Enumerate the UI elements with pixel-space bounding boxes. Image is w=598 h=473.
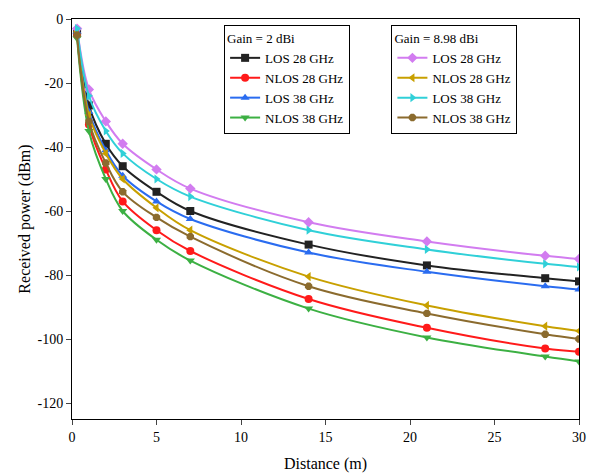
- svg-text:-100: -100: [38, 332, 64, 347]
- svg-text:5: 5: [153, 430, 160, 445]
- svg-text:NLOS 28 GHz: NLOS 28 GHz: [265, 71, 343, 86]
- svg-text:NLOS 28 GHz: NLOS 28 GHz: [432, 71, 510, 86]
- svg-text:Received power (dBm): Received power (dBm): [16, 144, 34, 293]
- svg-text:20: 20: [403, 430, 417, 445]
- svg-text:NLOS 38 GHz: NLOS 38 GHz: [432, 111, 510, 126]
- svg-text:LOS 38 GHz: LOS 38 GHz: [265, 91, 334, 106]
- svg-text:15: 15: [319, 430, 333, 445]
- svg-text:-60: -60: [45, 204, 64, 219]
- svg-text:Gain = 2 dBi: Gain = 2 dBi: [227, 31, 295, 46]
- svg-text:NLOS 38 GHz: NLOS 38 GHz: [265, 111, 343, 126]
- svg-text:-120: -120: [38, 396, 64, 411]
- svg-text:-40: -40: [45, 140, 64, 155]
- svg-text:25: 25: [488, 430, 502, 445]
- svg-text:Distance (m): Distance (m): [284, 455, 367, 473]
- svg-text:LOS 38 GHz: LOS 38 GHz: [432, 91, 501, 106]
- svg-text:LOS 28 GHz: LOS 28 GHz: [265, 51, 334, 66]
- svg-text:30: 30: [572, 430, 586, 445]
- svg-text:0: 0: [69, 430, 76, 445]
- svg-text:LOS 28 GHz: LOS 28 GHz: [432, 51, 501, 66]
- svg-text:10: 10: [234, 430, 248, 445]
- svg-text:0: 0: [56, 12, 63, 27]
- svg-text:-20: -20: [45, 76, 64, 91]
- svg-text:-80: -80: [45, 268, 64, 283]
- svg-text:Gain = 8.98 dBi: Gain = 8.98 dBi: [394, 31, 478, 46]
